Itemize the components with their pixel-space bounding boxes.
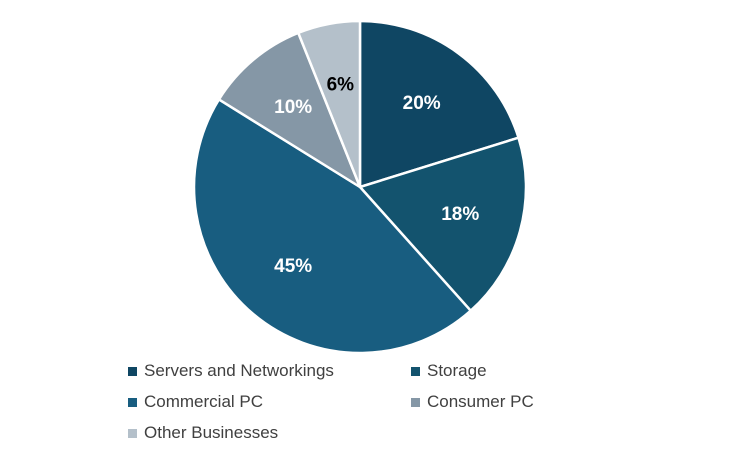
legend-label: Consumer PC [427, 392, 534, 411]
slice-value-label: 45% [274, 256, 312, 277]
legend-label: Other Businesses [144, 423, 279, 442]
legend: Servers and Networkings Storage Commerci… [128, 360, 608, 444]
legend-swatch [411, 366, 420, 376]
pie-slices [192, 19, 528, 355]
pie-slice-servers-and-networkings[interactable] [358, 19, 520, 189]
slice-value-label: 20% [403, 93, 441, 114]
legend-item-storage[interactable]: Storage [411, 360, 611, 382]
legend-swatch [128, 397, 137, 407]
legend-item-commercial-pc[interactable]: Commercial PC [128, 391, 411, 413]
legend-label: Storage [427, 361, 487, 380]
legend-item-consumer-pc[interactable]: Consumer PC [411, 391, 611, 413]
pie-slice-labels: 20% 18% 45% 10% 6% [274, 74, 479, 277]
slice-value-label: 10% [274, 97, 312, 118]
pie-slice-consumer-pc[interactable] [217, 31, 362, 189]
slice-value-label: 6% [327, 74, 355, 95]
legend-swatch [411, 397, 420, 407]
legend-label: Servers and Networkings [144, 361, 334, 380]
legend-item-servers-and-networkings[interactable]: Servers and Networkings [128, 360, 411, 382]
pie-slice-commercial-pc[interactable] [192, 98, 472, 355]
slice-value-label: 18% [441, 204, 479, 225]
legend-label: Commercial PC [144, 392, 264, 411]
pie-slice-other-businesses[interactable] [297, 19, 362, 189]
legend-item-other-businesses[interactable]: Other Businesses [128, 422, 411, 444]
legend-swatch [128, 366, 137, 376]
legend-swatch [128, 428, 137, 438]
pie-slice-storage[interactable] [358, 136, 528, 312]
